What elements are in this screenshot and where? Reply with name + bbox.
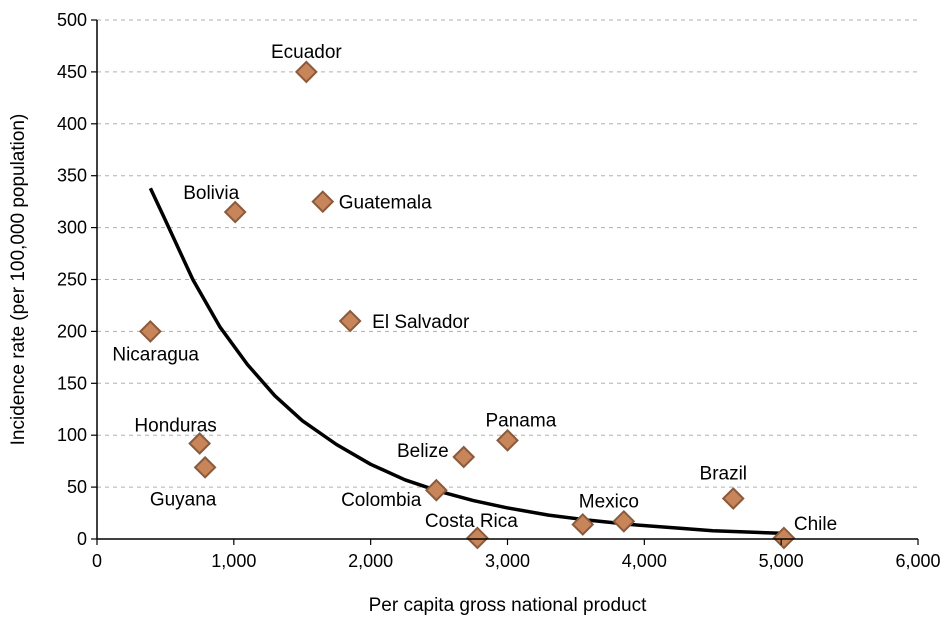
trend-line-group <box>148 187 782 536</box>
x-tick-label: 3,000 <box>485 551 530 571</box>
x-tick-label: 0 <box>92 551 102 571</box>
point-label: Guyana <box>150 489 217 510</box>
data-point <box>138 319 162 343</box>
data-point <box>721 487 745 510</box>
point-label: Colombia <box>341 490 422 511</box>
data-point <box>193 455 217 479</box>
data-point <box>294 60 318 84</box>
data-point <box>223 200 247 224</box>
trend-line <box>148 187 782 536</box>
y-tick-label: 0 <box>77 529 87 549</box>
x-axis-title: Per capita gross national product <box>369 595 647 616</box>
y-tick-label: 450 <box>57 62 87 82</box>
y-tick-label: 300 <box>57 218 87 238</box>
point-label: Brazil <box>700 464 748 485</box>
data-point <box>188 432 212 455</box>
point-label: Bolivia <box>183 183 239 204</box>
data-point <box>424 478 448 502</box>
point-label: Honduras <box>134 416 216 437</box>
y-tick-label: 350 <box>57 166 87 186</box>
data-point <box>452 445 476 469</box>
point-label: Ecuador <box>271 42 342 63</box>
data-point <box>465 526 489 550</box>
y-tick-label: 400 <box>57 114 87 134</box>
point-label: Chile <box>794 514 837 535</box>
point-labels: Ecuador Bolivia Guatemala El Salvador Nicara… <box>112 42 837 535</box>
data-point <box>772 526 796 550</box>
y-tick-label: 50 <box>67 477 87 497</box>
data-point <box>338 309 362 333</box>
data-points <box>138 60 796 550</box>
data-point <box>571 513 595 536</box>
point-label: El Salvador <box>372 312 470 333</box>
point-label: Belize <box>397 441 449 462</box>
point-label: Costa Rica <box>425 511 518 532</box>
y-tick-label: 250 <box>57 270 87 290</box>
point-label: Mexico <box>579 491 639 512</box>
data-point <box>612 509 636 533</box>
data-point <box>496 428 519 452</box>
y-axis-title: Incidence rate (per 100,000 population) <box>8 114 29 446</box>
data-point <box>311 190 335 214</box>
x-tick-label: 6,000 <box>895 551 940 571</box>
x-tick-label: 2,000 <box>348 551 393 571</box>
y-tick-label: 100 <box>57 425 87 445</box>
y-tick-label: 150 <box>57 373 87 393</box>
y-tick-label: 200 <box>57 321 87 341</box>
point-label: Guatemala <box>339 193 432 214</box>
x-tick-label: 5,000 <box>759 551 804 571</box>
point-label: Nicaragua <box>112 344 199 365</box>
y-tick-label: 500 <box>57 10 87 30</box>
x-tick-label: 4,000 <box>622 551 667 571</box>
axes: 0 50 100 150 200 250 300 350 400 450 500 0 1,000 2,00… <box>57 10 941 571</box>
point-label: Panama <box>486 410 557 431</box>
x-tick-label: 1,000 <box>211 551 256 571</box>
